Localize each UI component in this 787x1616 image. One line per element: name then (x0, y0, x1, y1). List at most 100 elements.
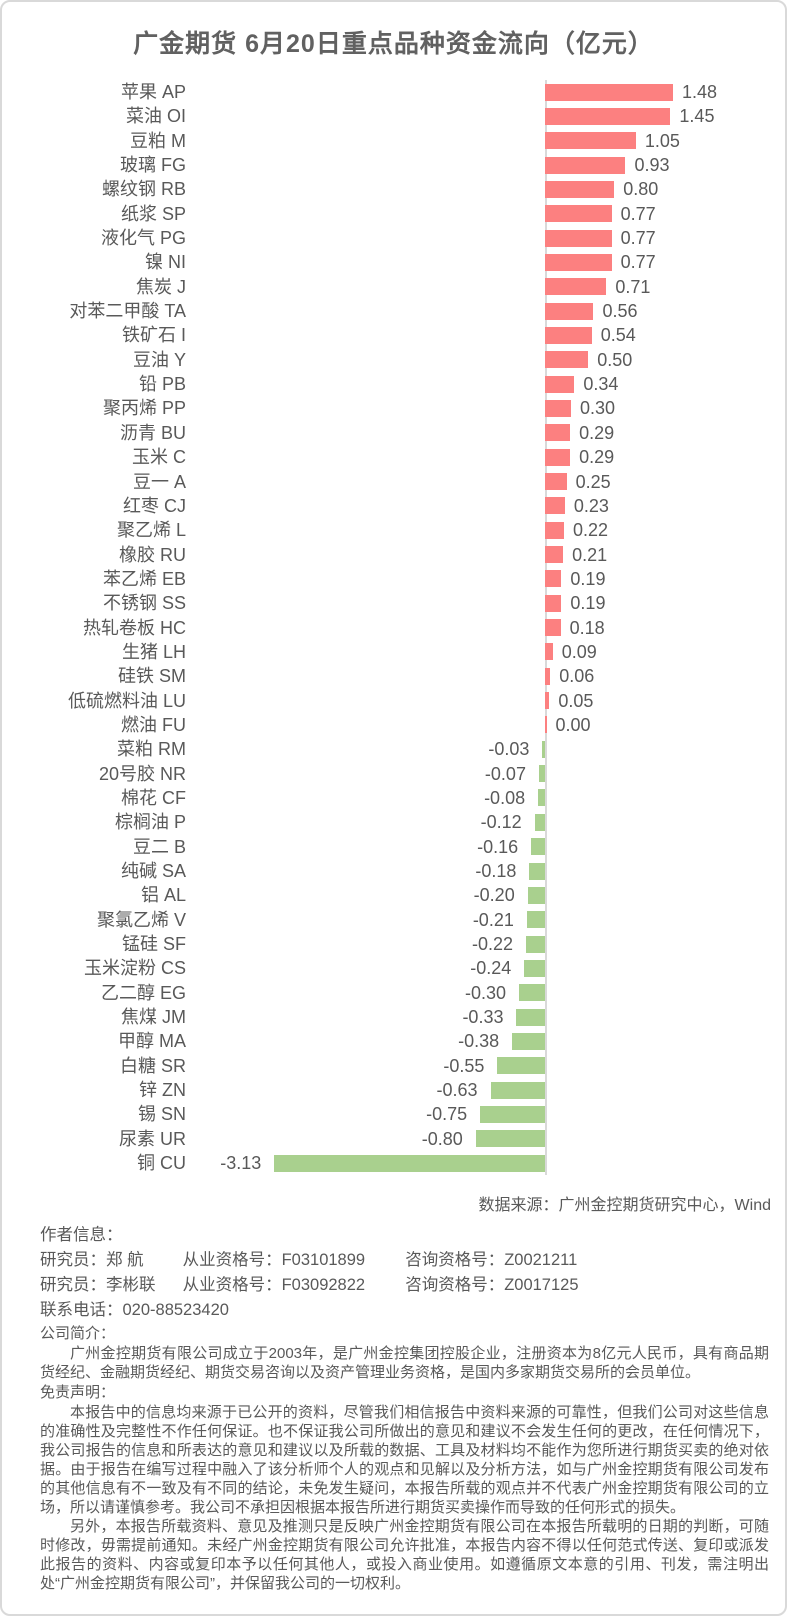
category-label: 铁矿石 I (121, 325, 186, 346)
category-label: 铜 CU (137, 1153, 186, 1174)
advisory-number: 咨询资格号：Z0021211 (405, 1251, 578, 1270)
bar-row: 对苯二甲酸 TA 0.56 (2, 299, 785, 323)
bar-row: 螺纹钢 RB 0.80 (2, 177, 785, 201)
value-label: -0.18 (475, 861, 517, 881)
plot-area: 0.22 (186, 518, 785, 542)
bar (529, 862, 545, 880)
bar-row: 玉米 C 0.29 (2, 445, 785, 469)
category-label: 螺纹钢 RB (101, 179, 186, 200)
plot-area: -0.80 (186, 1127, 785, 1151)
author-info: 作者信息： 研究员：郑 航 从业资格号：F03101899 咨询资格号：Z002… (2, 1223, 785, 1323)
bar-row: 乙二醇 EG -0.30 (2, 981, 785, 1005)
bar-row: 聚氯乙烯 V -0.21 (2, 908, 785, 932)
value-label: 0.34 (583, 374, 619, 395)
category-label: 玻璃 FG (120, 155, 186, 176)
plot-area: 0.19 (186, 567, 785, 591)
plot-area: -0.24 (186, 956, 785, 980)
plot-area: -0.03 (186, 737, 785, 761)
category-label: 甲醇 MA (117, 1031, 186, 1052)
value-label: 0.93 (634, 155, 670, 176)
bar (527, 886, 545, 904)
researcher-name: 研究员：郑 航 (40, 1251, 144, 1270)
company-heading: 公司简介： (40, 1325, 116, 1343)
bar-row: 白糖 SR -0.55 (2, 1054, 785, 1078)
value-label: 0.23 (573, 495, 609, 516)
value-label: -0.24 (470, 958, 512, 979)
bar (545, 570, 562, 588)
value-label: 0.29 (579, 422, 615, 443)
bar-row: 锰硅 SF -0.22 (2, 932, 785, 956)
bar-row: 玻璃 FG 0.93 (2, 153, 785, 177)
value-label: -0.30 (465, 982, 507, 1003)
category-label: 20号胶 NR (98, 763, 186, 784)
researcher-name: 研究员：李彬联 (40, 1276, 156, 1295)
researcher-row: 研究员：李彬联 从业资格号：F03092822 咨询资格号：Z0017125 (40, 1273, 785, 1298)
bar-row: 豆一 A 0.25 (2, 470, 785, 494)
plot-area: -0.20 (186, 883, 785, 907)
chart-title: 广金期货 6月20日重点品种资金流向（亿元） (133, 30, 654, 58)
category-label: 聚乙烯 L (116, 520, 186, 541)
value-label: -0.22 (471, 934, 513, 955)
plot-area: -0.16 (186, 835, 785, 859)
plot-area: 0.50 (186, 348, 785, 372)
bar-row: 棕榈油 P -0.12 (2, 810, 785, 834)
bar-row: 铜 CU -3.13 (2, 1151, 785, 1175)
value-label: 0.06 (559, 666, 595, 687)
bar-row: 铁矿石 I 0.54 (2, 323, 785, 347)
bar (538, 789, 545, 807)
category-label: 玉米 C (132, 447, 186, 468)
value-label: 1.45 (679, 106, 715, 127)
value-label: 0.56 (602, 301, 638, 322)
bar (497, 1057, 545, 1075)
category-label: 棉花 CF (121, 787, 186, 808)
bar-row: 不锈钢 SS 0.19 (2, 591, 785, 615)
bar-row: 玉米淀粉 CS -0.24 (2, 956, 785, 980)
category-label: 热轧卷板 HC (83, 617, 186, 638)
bar (545, 326, 592, 344)
bar (480, 1105, 545, 1123)
plot-area: 0.77 (186, 250, 785, 274)
plot-area: 0.00 (186, 713, 785, 737)
value-label: 0.30 (579, 398, 615, 419)
value-label: -3.13 (220, 1153, 262, 1174)
category-label: 纸浆 SP (120, 203, 186, 224)
bar-row: 聚乙烯 L 0.22 (2, 518, 785, 542)
value-label: -0.16 (477, 836, 519, 857)
plot-area: 0.54 (186, 323, 785, 347)
bar (545, 107, 671, 125)
bar-row: 菜油 OI 1.45 (2, 104, 785, 128)
category-label: 焦炭 J (135, 276, 186, 297)
category-label: 橡胶 RU (119, 544, 186, 565)
category-label: 红枣 CJ (123, 495, 186, 516)
value-label: 0.09 (561, 641, 597, 662)
plot-area: 0.29 (186, 445, 785, 469)
bar (545, 83, 674, 101)
bar-row: 热轧卷板 HC 0.18 (2, 616, 785, 640)
plot-area: 0.77 (186, 226, 785, 250)
bar (531, 838, 545, 856)
value-label: 0.80 (623, 179, 659, 200)
bar (545, 716, 547, 734)
value-label: 0.77 (620, 228, 656, 249)
bar (545, 643, 553, 661)
category-label: 硅铁 SM (117, 666, 186, 687)
bar (545, 302, 594, 320)
category-label: 苯乙烯 EB (102, 568, 186, 589)
bar-row: 锡 SN -0.75 (2, 1102, 785, 1126)
bar (545, 351, 589, 369)
value-label: -0.12 (480, 812, 522, 833)
plot-area: -0.30 (186, 981, 785, 1005)
contact-phone: 联系电话：020-88523420 (40, 1301, 229, 1320)
bar (534, 813, 545, 831)
category-label: 苹果 AP (120, 82, 186, 102)
bar (545, 399, 571, 417)
plot-area: 1.45 (186, 104, 785, 128)
advisory-number: 咨询资格号：Z0017125 (405, 1276, 579, 1295)
plot-area: 0.23 (186, 494, 785, 518)
bar (274, 1154, 545, 1172)
plot-area: 0.56 (186, 299, 785, 323)
company-paragraph: 广州金控期货有限公司成立于2003年，是广州金控集团控股企业，注册资本为8亿元人… (40, 1345, 769, 1382)
category-label: 锌 ZN (139, 1080, 186, 1101)
bar (545, 667, 551, 685)
